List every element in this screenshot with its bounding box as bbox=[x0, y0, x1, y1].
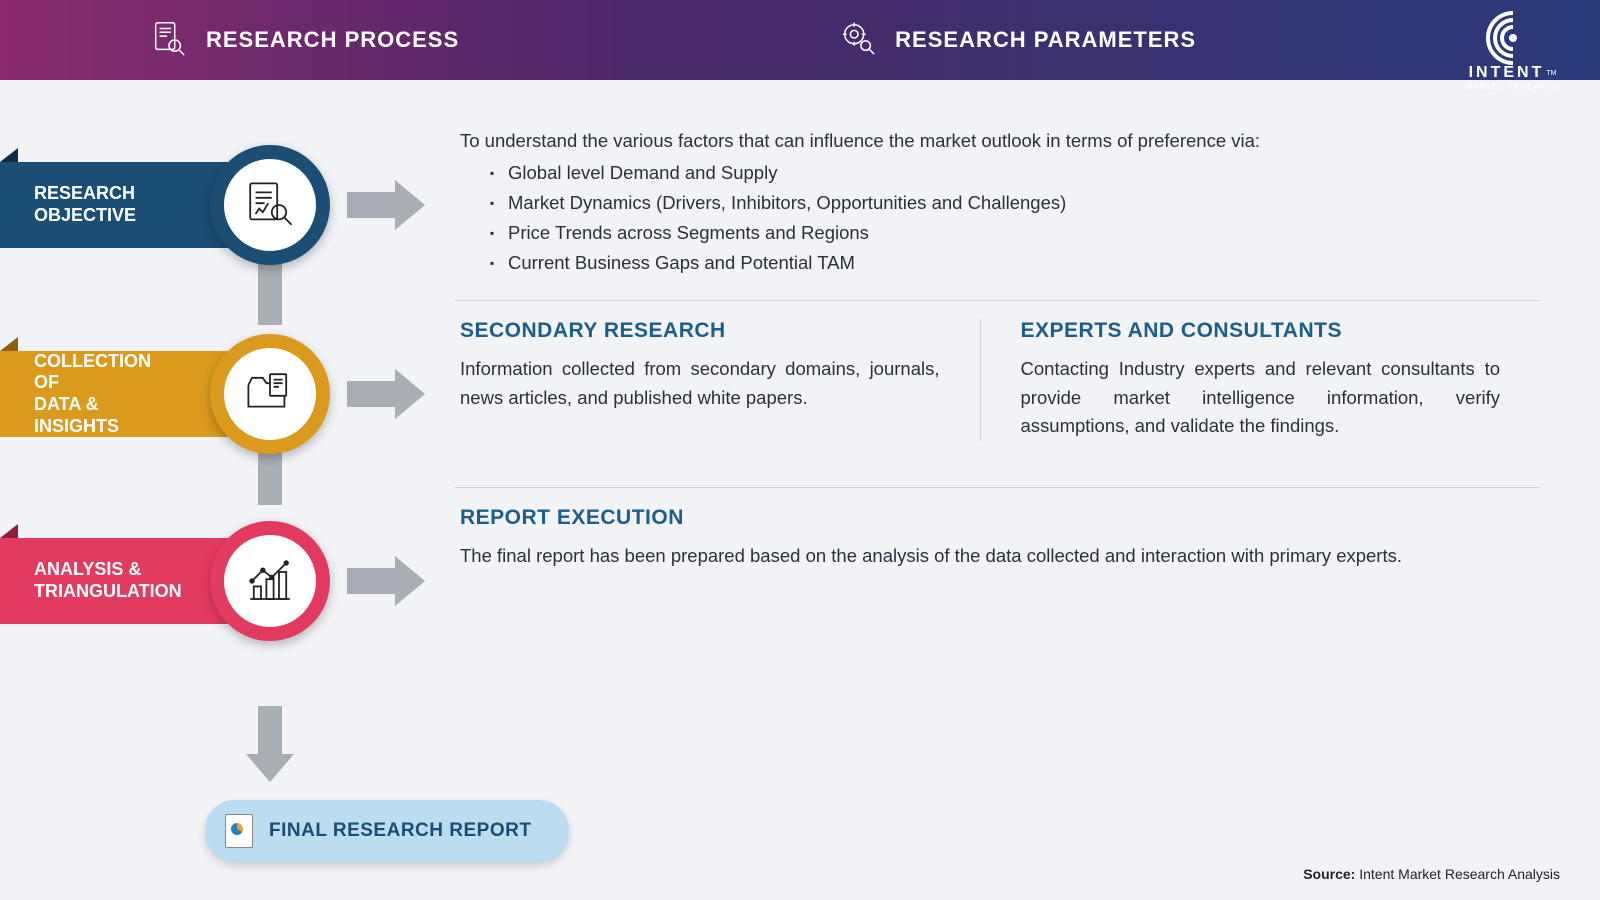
bullet-item: Price Trends across Segments and Regions bbox=[490, 222, 1540, 244]
ribbon-analysis-label: ANALYSIS & TRIANGULATION bbox=[34, 559, 182, 602]
source-label: Source: bbox=[1303, 866, 1355, 882]
ribbon-collection-label: COLLECTION OF DATA & INSIGHTS bbox=[34, 351, 180, 437]
objective-intro: To understand the various factors that c… bbox=[460, 130, 1540, 152]
details-collection: SECONDARY RESEARCH Information collected… bbox=[420, 309, 1600, 451]
divider-1 bbox=[455, 300, 1540, 301]
header-right: RESEARCH PARAMETERS bbox=[839, 19, 1196, 62]
objective-bullets: Global level Demand and Supply Market Dy… bbox=[460, 162, 1540, 274]
step-collection: COLLECTION OF DATA & INSIGHTS SECONDARY … bbox=[0, 309, 1600, 479]
pie-document-icon bbox=[225, 814, 253, 848]
research-process-icon bbox=[150, 19, 188, 62]
logo-arc-icon bbox=[1483, 8, 1543, 68]
final-report-pill: FINAL RESEARCH REPORT bbox=[205, 800, 569, 862]
text-secondary: Information collected from secondary dom… bbox=[460, 355, 940, 412]
brand-logo: INTENT TM MARKET RESEARCH bbox=[1465, 8, 1560, 91]
bullet-item: Market Dynamics (Drivers, Inhibitors, Op… bbox=[490, 192, 1540, 214]
circle-objective bbox=[210, 145, 330, 265]
details-objective: To understand the various factors that c… bbox=[420, 120, 1600, 292]
text-execution: The final report has been prepared based… bbox=[460, 542, 1540, 571]
bullet-item: Current Business Gaps and Potential TAM bbox=[490, 252, 1540, 274]
ribbon-objective-label: RESEARCH OBJECTIVE bbox=[34, 183, 136, 226]
arrow-collection bbox=[347, 369, 427, 419]
arrow-objective bbox=[347, 180, 427, 230]
source-text: Intent Market Research Analysis bbox=[1359, 866, 1560, 882]
step-objective: RESEARCH OBJECTIVE To understand the var… bbox=[0, 120, 1600, 292]
header-left: RESEARCH PROCESS bbox=[150, 19, 459, 62]
bullet-item: Global level Demand and Supply bbox=[490, 162, 1540, 184]
header-left-title: RESEARCH PROCESS bbox=[206, 27, 459, 53]
document-search-icon bbox=[243, 178, 297, 232]
circle-analysis bbox=[210, 521, 330, 641]
research-parameters-icon bbox=[839, 19, 877, 62]
header-right-title: RESEARCH PARAMETERS bbox=[895, 27, 1196, 53]
text-experts: Contacting Industry experts and relevant… bbox=[1021, 355, 1501, 441]
divider-2 bbox=[455, 487, 1540, 488]
details-analysis: REPORT EXECUTION The final report has be… bbox=[420, 496, 1600, 581]
logo-tm: TM bbox=[1546, 70, 1556, 77]
ribbon-collection: COLLECTION OF DATA & INSIGHTS bbox=[0, 351, 240, 437]
content-area: RESEARCH OBJECTIVE To understand the var… bbox=[0, 80, 1600, 666]
ribbon-objective: RESEARCH OBJECTIVE bbox=[0, 162, 240, 248]
arrow-analysis bbox=[347, 556, 427, 606]
source-attribution: Source: Intent Market Research Analysis bbox=[1303, 866, 1560, 882]
heading-experts: EXPERTS AND CONSULTANTS bbox=[1021, 319, 1501, 343]
header-bar: RESEARCH PROCESS RESEARCH PARAMETERS INT… bbox=[0, 0, 1600, 80]
folder-document-icon bbox=[243, 367, 297, 421]
heading-execution: REPORT EXECUTION bbox=[460, 506, 1540, 530]
col-secondary: SECONDARY RESEARCH Information collected… bbox=[460, 319, 980, 441]
ribbon-analysis: ANALYSIS & TRIANGULATION bbox=[0, 538, 240, 624]
bar-chart-trend-icon bbox=[243, 554, 297, 608]
final-report-label: FINAL RESEARCH REPORT bbox=[269, 820, 531, 842]
circle-collection bbox=[210, 334, 330, 454]
step-analysis: ANALYSIS & TRIANGULATION REPORT EXECUTIO… bbox=[0, 496, 1600, 666]
heading-secondary: SECONDARY RESEARCH bbox=[460, 319, 940, 343]
arrow-down-final bbox=[250, 706, 290, 786]
col-experts: EXPERTS AND CONSULTANTS Contacting Indus… bbox=[980, 319, 1541, 441]
